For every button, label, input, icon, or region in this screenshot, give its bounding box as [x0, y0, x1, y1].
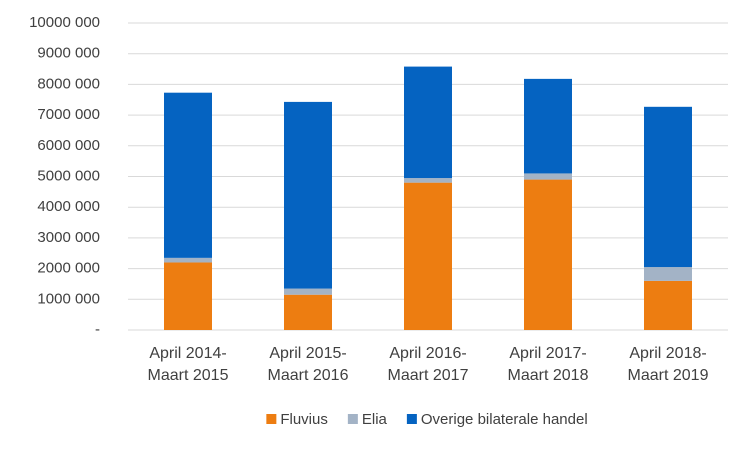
legend-swatch: [266, 414, 277, 424]
bar-segment: [524, 173, 572, 180]
y-tick-label: 3000 000: [37, 229, 100, 246]
bar-segment: [404, 178, 452, 183]
bar-segment: [524, 78, 572, 174]
bar-segment: [524, 179, 572, 330]
bar-segment: [284, 294, 332, 330]
y-tick-label: 2000 000: [37, 260, 100, 277]
y-tick-label: 7000 000: [37, 106, 100, 123]
legend-swatch: [347, 414, 358, 424]
y-tick-label: -: [95, 321, 100, 338]
x-tick-label: April 2015- Maart 2016: [267, 345, 349, 384]
legend-label: Elia: [362, 411, 388, 428]
legend-label: Overige bilaterale handel: [421, 411, 588, 428]
bar-segment: [644, 267, 692, 281]
bar-segment: [164, 92, 212, 258]
x-tick-label: April 2014- Maart 2015: [147, 345, 229, 384]
y-tick-label: 1000 000: [37, 290, 100, 307]
bar-segment: [644, 106, 692, 268]
bar-segment: [404, 182, 452, 330]
y-tick-label: 6000 000: [37, 137, 100, 154]
x-tick-label: April 2016- Maart 2017: [387, 345, 469, 384]
bar-segment: [164, 262, 212, 330]
x-tick-label: April 2018- Maart 2019: [627, 345, 709, 384]
bar-segment: [284, 101, 332, 289]
y-tick-label: 10000 000: [29, 14, 100, 31]
y-tick-label: 4000 000: [37, 198, 100, 215]
bar-segment: [164, 257, 212, 263]
x-tick-label: April 2017- Maart 2018: [507, 345, 589, 384]
bar-segment: [644, 280, 692, 330]
bar-segment: [404, 66, 452, 179]
legend-swatch: [406, 414, 417, 424]
y-tick-label: 9000 000: [37, 45, 100, 62]
legend-label: Fluvius: [280, 411, 328, 428]
bar-segment: [284, 288, 332, 295]
y-tick-label: 8000 000: [37, 75, 100, 92]
y-tick-label: 5000 000: [37, 167, 100, 184]
